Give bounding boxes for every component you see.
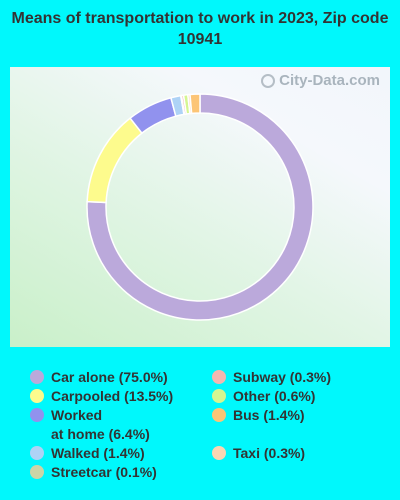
legend-label: Car alone (75.0%) bbox=[51, 369, 168, 385]
donut-slice-1 bbox=[86, 117, 143, 204]
legend-label: Worked at home (6.4%) bbox=[51, 407, 150, 442]
legend-item-4: Streetcar (0.1%) bbox=[30, 463, 157, 482]
legend-label: Carpooled (13.5%) bbox=[51, 388, 174, 404]
legend-swatch bbox=[212, 389, 226, 403]
donut-slice-2 bbox=[129, 96, 177, 135]
legend-swatch bbox=[212, 370, 226, 384]
donut-chart bbox=[86, 93, 314, 321]
legend-swatch bbox=[30, 465, 44, 479]
legend-swatch bbox=[30, 370, 44, 384]
legend-item-0: Car alone (75.0%) bbox=[30, 368, 168, 387]
legend-swatch bbox=[30, 389, 44, 403]
legend-item-1: Carpooled (13.5%) bbox=[30, 387, 173, 406]
plot-area: City-Data.com bbox=[10, 67, 390, 347]
legend-label: Taxi (0.3%) bbox=[233, 445, 306, 461]
legend-item-8: Bus (1.4%) bbox=[212, 406, 305, 425]
watermark-text: City-Data.com bbox=[279, 72, 380, 89]
legend-item-5: Subway (0.3%) bbox=[212, 368, 331, 387]
legend-label: Walked (1.4%) bbox=[51, 445, 145, 461]
donut-slice-8 bbox=[189, 93, 201, 115]
legend-item-7: Taxi (0.3%) bbox=[212, 444, 305, 463]
donut-slice-0 bbox=[86, 93, 314, 321]
legend: Car alone (75.0%) Carpooled (13.5%) Worked… bbox=[0, 360, 400, 490]
chart-title: Means of transportation to work in 2023,… bbox=[11, 10, 389, 48]
magnifier-icon bbox=[261, 73, 276, 88]
legend-item-3: Walked (1.4%) bbox=[30, 444, 145, 463]
legend-swatch bbox=[212, 446, 226, 460]
legend-label: Streetcar (0.1%) bbox=[51, 464, 157, 480]
legend-label: Other (0.6%) bbox=[233, 388, 316, 404]
watermark: City-Data.com bbox=[261, 72, 380, 89]
legend-label: Subway (0.3%) bbox=[233, 369, 332, 385]
legend-swatch bbox=[30, 408, 44, 422]
legend-swatch bbox=[30, 446, 44, 460]
legend-item-2: Worked at home (6.4%) bbox=[30, 406, 150, 444]
legend-item-6: Other (0.6%) bbox=[212, 387, 315, 406]
legend-swatch bbox=[212, 408, 226, 422]
legend-label: Bus (1.4%) bbox=[233, 407, 305, 423]
